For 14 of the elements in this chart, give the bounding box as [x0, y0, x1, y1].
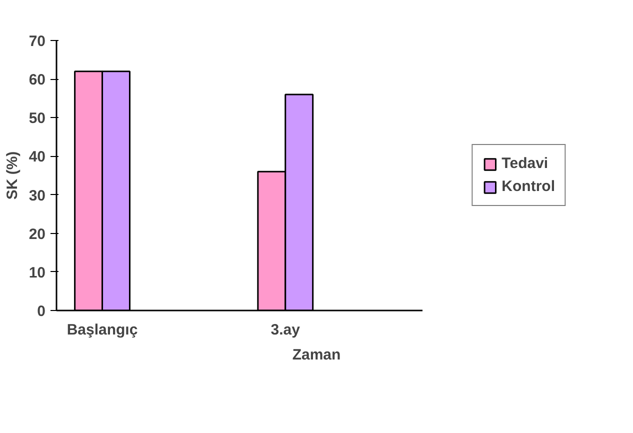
- y-tick-label: 40: [28, 148, 46, 166]
- legend-label: Kontrol: [502, 178, 555, 195]
- y-tick-label: 0: [37, 303, 46, 320]
- y-tick-label: 20: [28, 226, 46, 243]
- y-tick-label: 60: [28, 72, 46, 89]
- x-tick-label: 3.ay: [270, 322, 301, 338]
- y-tick-label: 70: [28, 33, 46, 50]
- y-axis-title: SK (%): [4, 151, 21, 200]
- x-axis-title: Zaman: [292, 346, 341, 364]
- x-tick-label: Başlangıç: [66, 322, 138, 338]
- y-tick-label: 10: [28, 264, 46, 282]
- y-tick-label: 30: [28, 187, 46, 204]
- y-tick-label: 50: [28, 110, 46, 128]
- legend-label: Tedavi: [502, 155, 548, 172]
